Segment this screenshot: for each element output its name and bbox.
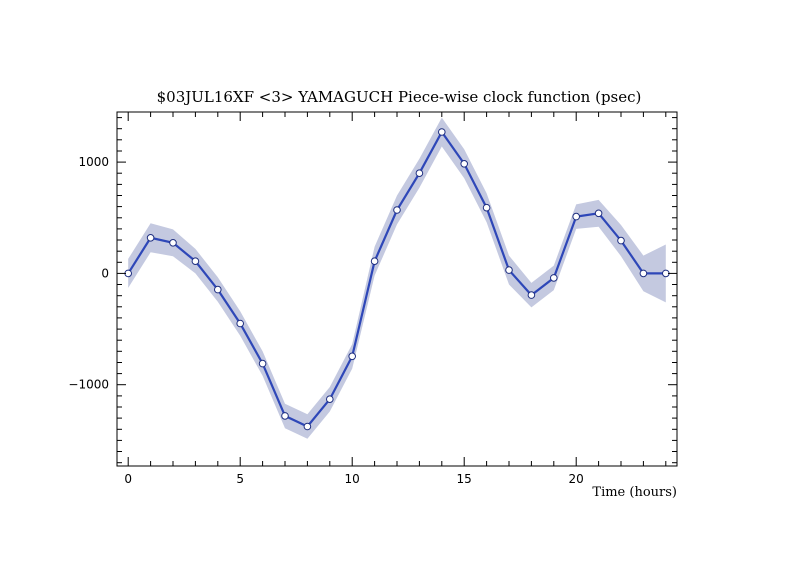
y-tick-label: 1000 — [78, 155, 109, 169]
data-point — [281, 412, 289, 420]
data-point — [191, 257, 200, 266]
data-point — [505, 266, 513, 274]
x-axis-label: Time (hours) — [592, 485, 677, 500]
error-band — [128, 117, 666, 439]
tick-labels: 0 5 10 15 20 −1000 0 1000 — [68, 155, 583, 486]
data-point — [527, 291, 536, 299]
data-point — [393, 206, 401, 214]
axis-ticks — [117, 112, 677, 466]
data-point — [415, 169, 424, 177]
data-point — [617, 236, 625, 245]
error-band-area — [128, 117, 666, 439]
data-point — [460, 160, 469, 168]
data-point — [146, 234, 155, 242]
y-tick-label: 0 — [101, 266, 109, 280]
data-point — [572, 212, 581, 221]
chart-title: $03JUL16XF <3> YAMAGUCH Piece-wise clock… — [157, 88, 642, 106]
data-point — [370, 257, 379, 266]
data-point — [303, 422, 312, 431]
data-point — [550, 274, 558, 282]
data-point — [348, 352, 357, 361]
data-point — [169, 239, 177, 247]
data-point — [258, 359, 267, 368]
series-line — [127, 129, 666, 428]
x-tick-label: 5 — [236, 472, 244, 486]
data-point — [482, 203, 491, 212]
x-tick-label: 15 — [457, 472, 472, 486]
x-tick-label: 0 — [124, 472, 132, 486]
data-point — [639, 269, 648, 278]
plot-frame — [116, 111, 678, 467]
data-point — [236, 319, 244, 328]
data-point — [326, 395, 334, 404]
data-point — [438, 128, 446, 136]
x-tick-label: 10 — [345, 472, 360, 486]
data-point — [214, 285, 222, 294]
y-tick-label: −1000 — [68, 378, 109, 392]
data-point — [594, 209, 603, 218]
clock-line — [127, 129, 666, 428]
x-tick-label: 20 — [569, 472, 584, 486]
